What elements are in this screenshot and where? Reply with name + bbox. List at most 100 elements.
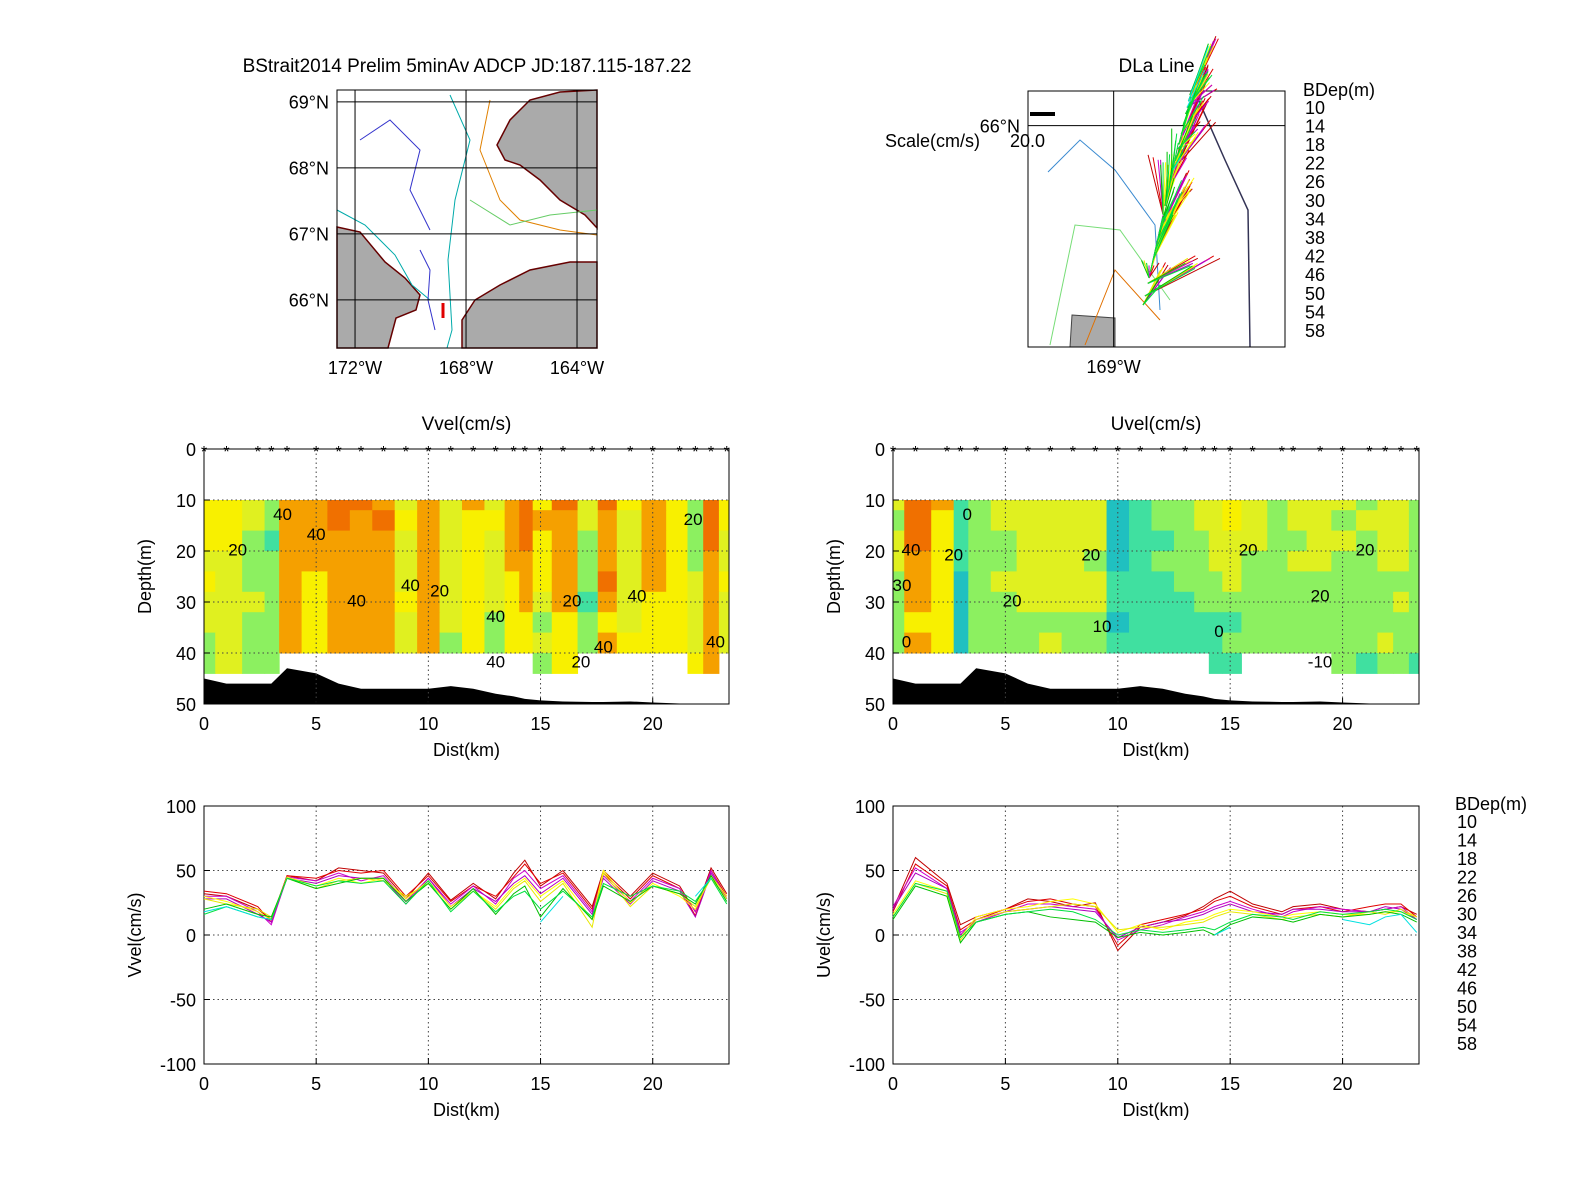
contour-cell bbox=[532, 632, 553, 654]
contour-cell bbox=[504, 551, 520, 572]
contour-cell bbox=[1287, 612, 1308, 634]
contour-cell bbox=[484, 500, 506, 511]
contour-cell bbox=[504, 632, 520, 654]
contour-cell bbox=[1287, 591, 1308, 613]
velocity-stick bbox=[1147, 265, 1191, 284]
station-marker: * bbox=[313, 444, 319, 461]
contour-cell bbox=[666, 500, 688, 511]
station-marker: * bbox=[912, 444, 918, 461]
station-marker: * bbox=[1160, 444, 1166, 461]
velocity-stick bbox=[1156, 191, 1183, 243]
contour-cell bbox=[1408, 571, 1420, 593]
contour-cell bbox=[462, 591, 485, 613]
velocity-stick bbox=[1141, 260, 1150, 279]
contour-cell bbox=[1151, 632, 1175, 654]
contour-cell bbox=[1208, 510, 1223, 532]
station-marker: * bbox=[223, 444, 229, 461]
contour-cell bbox=[242, 632, 266, 654]
contour-cell bbox=[1129, 551, 1153, 572]
legend-entry: 54 bbox=[1457, 1015, 1477, 1035]
contour-cell bbox=[577, 632, 599, 654]
map-layout bbox=[336, 89, 598, 349]
contour-cell bbox=[1222, 530, 1242, 552]
contour-cell bbox=[703, 530, 720, 552]
contour-cell bbox=[953, 571, 969, 593]
contour-cell bbox=[718, 530, 730, 552]
velocity-stick bbox=[1147, 257, 1189, 284]
x-tick-label: 20 bbox=[1333, 1074, 1353, 1094]
contour-cell bbox=[462, 571, 485, 593]
contour-cell bbox=[1016, 530, 1040, 552]
station-marker: * bbox=[448, 444, 454, 461]
contour-cell bbox=[1377, 500, 1394, 511]
contour-cell bbox=[372, 530, 396, 552]
contour-cell bbox=[1306, 530, 1332, 552]
contour-cell bbox=[1016, 612, 1040, 634]
contour-cell bbox=[931, 571, 955, 593]
contour-cell bbox=[1194, 510, 1210, 532]
contour-cell bbox=[1408, 500, 1420, 511]
contour-cell bbox=[1208, 612, 1223, 634]
y-tick-label: 20 bbox=[865, 542, 885, 562]
contour-cell bbox=[504, 530, 520, 552]
x-tick-label: 5 bbox=[311, 714, 321, 734]
velocity-stick bbox=[1180, 95, 1205, 134]
x-tick-label: 0 bbox=[888, 1074, 898, 1094]
contour-cell bbox=[417, 551, 441, 572]
legend-entry: 22 bbox=[1457, 867, 1477, 887]
contour-cell bbox=[641, 632, 667, 654]
contour-cell bbox=[1016, 500, 1040, 511]
contour-label: 40 bbox=[902, 540, 921, 559]
contour-cell bbox=[1061, 530, 1085, 552]
contour-cell bbox=[687, 500, 704, 511]
contour-cell bbox=[417, 510, 441, 532]
contour-cell bbox=[1061, 500, 1085, 511]
series-line bbox=[203, 877, 712, 923]
contour-cell bbox=[904, 571, 932, 593]
contour-cell bbox=[215, 612, 243, 634]
contour-cell bbox=[904, 500, 932, 511]
contour-cell bbox=[666, 530, 688, 552]
velocity-stick bbox=[1172, 121, 1217, 171]
contour-cell bbox=[279, 632, 303, 654]
contour-cell bbox=[1331, 510, 1357, 532]
contour-cell bbox=[372, 612, 396, 634]
contour-cell bbox=[1377, 632, 1394, 654]
contour-cell bbox=[484, 551, 506, 572]
contour-cell bbox=[1039, 632, 1063, 654]
contour-cell bbox=[1173, 530, 1195, 552]
x-tick-label: 169°W bbox=[1087, 357, 1141, 377]
x-axis-label: Dist(km) bbox=[433, 1100, 500, 1120]
contour-cell bbox=[990, 591, 1018, 613]
station-marker: * bbox=[1092, 444, 1098, 461]
contour-cell bbox=[1222, 632, 1242, 654]
contour-cell bbox=[1084, 571, 1108, 593]
y-tick-label: 40 bbox=[176, 644, 196, 664]
station-marker: * bbox=[493, 444, 499, 461]
contour-cell bbox=[1331, 551, 1357, 572]
contour-cell bbox=[687, 653, 704, 674]
station-marker: * bbox=[650, 444, 656, 461]
contour-cell bbox=[1393, 510, 1410, 532]
x-tick-label: 20 bbox=[643, 1074, 663, 1094]
contour-cell bbox=[1194, 571, 1210, 593]
contour-cell bbox=[484, 591, 506, 613]
contour-cell bbox=[904, 551, 932, 572]
contour-cell bbox=[504, 571, 520, 593]
series-line bbox=[892, 882, 1417, 939]
x-tick-label: 15 bbox=[531, 714, 551, 734]
contour-cell bbox=[893, 612, 905, 634]
contour-cell bbox=[551, 530, 579, 552]
contour-cell bbox=[1306, 632, 1332, 654]
contour-cell bbox=[242, 530, 266, 552]
contour-cell bbox=[519, 551, 534, 572]
velocity-stick bbox=[1144, 268, 1196, 297]
contour-cell bbox=[204, 551, 216, 572]
station-marker: * bbox=[1025, 444, 1031, 461]
contour-cell bbox=[462, 632, 485, 654]
contour-label: 40 bbox=[273, 505, 292, 524]
velocity-stick bbox=[1142, 269, 1161, 306]
x-tick-label: 15 bbox=[531, 1074, 551, 1094]
velocity-stick bbox=[1142, 284, 1161, 306]
